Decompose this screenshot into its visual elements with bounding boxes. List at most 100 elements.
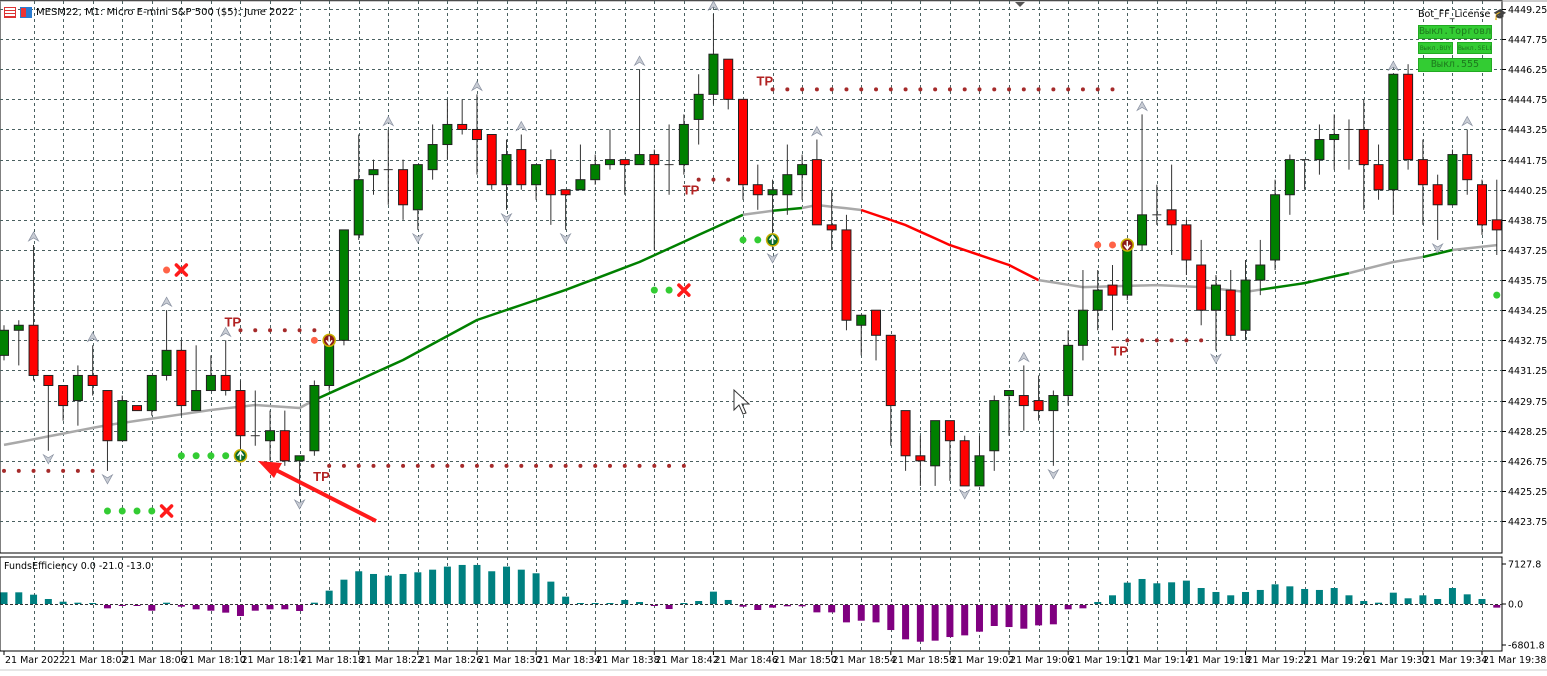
candle xyxy=(191,345,202,412)
tp-level-dot xyxy=(977,87,982,92)
chart-shift-marker[interactable] xyxy=(1015,2,1025,7)
candle-body-bull xyxy=(1255,264,1266,281)
price-label: 4441.75 xyxy=(1508,156,1547,167)
candle xyxy=(989,395,1000,471)
toggle-sell-button[interactable]: Выкл.SELL xyxy=(1457,42,1492,54)
histogram-bar xyxy=(89,603,97,604)
tp-level-dot xyxy=(1051,87,1056,92)
signal-dot xyxy=(133,507,141,515)
histogram-bar xyxy=(562,596,570,604)
tp-level-dot xyxy=(401,463,406,468)
tp-level-dot xyxy=(534,463,539,468)
templates-icon[interactable] xyxy=(20,7,32,18)
candle-body-bull xyxy=(205,374,216,392)
tp-label: TP xyxy=(224,314,241,329)
histogram-bar xyxy=(902,605,910,640)
time-label: 21 Mar 2022 xyxy=(5,655,65,666)
signal-dot xyxy=(739,236,747,244)
price-label: 4435.75 xyxy=(1508,276,1547,287)
histogram-bar xyxy=(695,601,703,604)
candle xyxy=(486,134,497,190)
time-label: 21 Mar 19:22 xyxy=(1247,655,1310,666)
candle xyxy=(412,164,423,230)
candle xyxy=(501,139,512,210)
histogram-bar xyxy=(621,599,629,604)
histogram-bar xyxy=(177,605,185,607)
candle xyxy=(693,74,704,145)
histogram-bar xyxy=(1330,588,1338,604)
signal-dot xyxy=(222,452,230,460)
tp-level-dot xyxy=(75,468,80,473)
time-label: 21 Mar 18:14 xyxy=(241,655,304,666)
candle-body-bull xyxy=(575,179,586,191)
candle xyxy=(457,99,468,135)
candle-body-bull xyxy=(1210,284,1221,311)
candle xyxy=(442,99,453,160)
histogram-bar xyxy=(370,573,377,604)
tp-level-dot xyxy=(578,463,583,468)
candle xyxy=(1196,239,1207,326)
tp-level-dot xyxy=(652,463,657,468)
candle xyxy=(471,94,482,175)
candle-body-bear xyxy=(1018,395,1029,407)
indicator-scale-min: -6801.8 xyxy=(1508,641,1545,652)
candle xyxy=(1092,270,1103,331)
candle-body-bull xyxy=(1092,289,1103,311)
tp-level-dot xyxy=(312,328,317,333)
candle-body-bull xyxy=(1447,154,1458,206)
candle-body-bear xyxy=(220,374,231,392)
arrow-up-icon xyxy=(768,234,777,244)
histogram-bar xyxy=(148,605,156,611)
candle-body-bear xyxy=(398,169,409,206)
candle-body-bull xyxy=(368,169,379,176)
histogram-bar xyxy=(946,605,954,638)
candle-body-bear xyxy=(826,224,837,231)
candle xyxy=(782,144,793,215)
tp-level-dot xyxy=(430,463,435,468)
candle xyxy=(220,340,231,396)
bot-panel: Bot_FF_License 🎓 Выкл.Торговля Выкл.BUY … xyxy=(1418,7,1507,72)
candle-body-bull xyxy=(265,430,276,442)
toggle-buy-button[interactable]: Выкл.BUY xyxy=(1418,42,1453,54)
candle xyxy=(752,164,763,210)
candle xyxy=(1181,219,1192,276)
time-label: 21 Mar 18:06 xyxy=(123,655,186,666)
candle xyxy=(619,159,630,195)
histogram-bar xyxy=(1448,588,1456,604)
toggle-555-button[interactable]: Выкл.555 xyxy=(1418,58,1492,72)
ma-segment-neutral xyxy=(1452,243,1497,252)
signal-dot xyxy=(207,452,215,460)
histogram-bar xyxy=(1182,580,1190,604)
tp-level-dot xyxy=(770,87,775,92)
signal-dot xyxy=(177,452,185,460)
histogram-bar xyxy=(429,569,437,604)
histogram-bar xyxy=(44,598,52,604)
moving-average-line xyxy=(3,203,1497,447)
candle-body-bull xyxy=(1077,309,1088,346)
tp-label: TP xyxy=(683,183,700,198)
candle-body-bear xyxy=(752,184,763,196)
candle xyxy=(1033,375,1044,421)
time-label: 21 Mar 18:10 xyxy=(182,655,245,666)
histogram-bar xyxy=(325,590,333,604)
ma-segment-neutral xyxy=(1348,255,1424,275)
time-label: 21 Mar 18:34 xyxy=(537,655,600,666)
tp-level-dot xyxy=(460,463,465,468)
tp-level-dot xyxy=(1080,87,1085,92)
signal-dot xyxy=(148,507,156,515)
toggle-trading-button[interactable]: Выкл.Торговля xyxy=(1418,25,1492,39)
candle-body-bull xyxy=(1048,395,1059,412)
candle-body-bull xyxy=(161,349,172,376)
candle-body-bull xyxy=(930,420,941,467)
candle xyxy=(250,390,260,446)
candle xyxy=(43,374,54,451)
histogram-bar xyxy=(103,605,111,609)
candle xyxy=(1462,129,1473,195)
chart-properties-icon[interactable] xyxy=(4,7,16,18)
tp-level-dot xyxy=(814,87,819,92)
tp-level-dot xyxy=(696,177,701,182)
candle-body-bull xyxy=(1284,159,1295,196)
histogram-bar xyxy=(1020,605,1028,629)
tp-level-dot xyxy=(46,468,51,473)
